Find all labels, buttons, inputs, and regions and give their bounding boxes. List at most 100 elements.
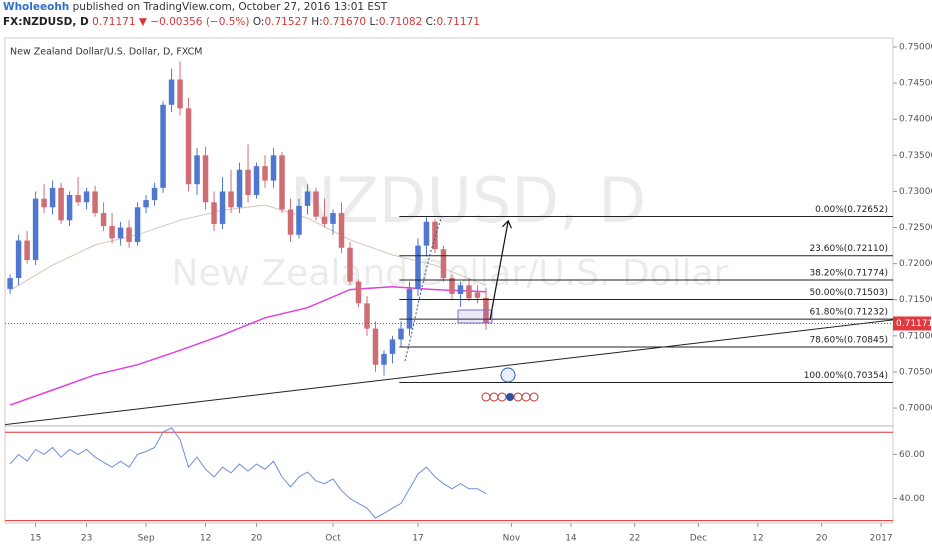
candle-body <box>313 191 319 217</box>
candle-body <box>202 155 209 203</box>
candle-body <box>24 240 30 261</box>
candle-body <box>194 155 200 185</box>
price-pane <box>5 61 893 425</box>
publish-line: Wholeeohh published on TradingView.com, … <box>3 0 480 15</box>
candle-body <box>474 292 481 298</box>
o-label: O: <box>252 16 265 28</box>
candle-body <box>398 328 404 340</box>
candle-body <box>83 191 90 203</box>
x-tick-label: 23 <box>81 534 92 544</box>
x-tick-label: 15 <box>30 534 41 544</box>
candle-body <box>372 328 379 365</box>
candle-body <box>449 278 455 294</box>
candle-body <box>389 339 396 354</box>
candle-body <box>423 221 430 246</box>
candle-body <box>151 187 158 201</box>
candle-body <box>177 79 183 109</box>
candle-body <box>457 285 464 294</box>
c-label: C: <box>425 16 437 28</box>
event-icons <box>481 367 539 402</box>
frame <box>4 37 894 524</box>
candle-body <box>117 227 124 239</box>
candle-body <box>92 191 98 214</box>
x-tick-label: 2017 <box>870 534 893 544</box>
candle-body <box>126 227 132 242</box>
open: 0.71527 <box>264 16 308 28</box>
x-tick-label: Oct <box>325 534 341 544</box>
candle-body <box>364 303 370 329</box>
candle-body <box>219 191 226 224</box>
x-tick-label: 12 <box>752 534 763 544</box>
overlay-line <box>9 285 487 406</box>
x-tick-label: 22 <box>629 534 640 544</box>
fib-label: 78.60%(0.70845) <box>809 336 888 346</box>
high: 0.71670 <box>322 16 367 28</box>
candle-body <box>440 249 447 279</box>
drawing-arrow <box>489 222 508 321</box>
candle-body <box>321 216 328 224</box>
candle-body <box>355 281 362 304</box>
candle-body <box>406 288 413 329</box>
candle-body <box>185 108 192 185</box>
close: 0.71171 <box>436 16 480 28</box>
candle-body <box>432 221 438 250</box>
fib-label: 100.00%(0.70354) <box>804 371 888 381</box>
chart-title: New Zealand Dollar/U.S. Dollar, D, FXCM <box>10 47 202 58</box>
candle-body <box>253 166 260 196</box>
x-tick-label: 20 <box>251 534 263 544</box>
candle-body <box>287 209 294 235</box>
candle-body <box>304 191 311 206</box>
candle-body <box>279 155 285 210</box>
l-label: L: <box>369 16 379 28</box>
x-tick-label: 20 <box>816 534 828 544</box>
candle-body <box>296 205 302 235</box>
symbol: FX:NZDUSD, D <box>3 16 89 28</box>
overlay-line <box>9 204 487 291</box>
candle-body <box>109 226 115 239</box>
candle-body <box>415 245 421 289</box>
candle-body <box>245 169 251 196</box>
candle-body <box>466 285 472 299</box>
candle-body <box>100 213 107 227</box>
candle-body <box>211 202 217 224</box>
candle-body <box>262 166 268 181</box>
candle-body <box>381 353 387 365</box>
quote-line: FX:NZDUSD, D 0.71171 ▼ −0.00356 (−0.5%) … <box>3 15 480 30</box>
x-tick-label: Nov <box>503 534 521 544</box>
author[interactable]: Wholeeohh <box>3 1 70 13</box>
chart: NZDUSD, D New Zealand Dollar/U.S. Dollar… <box>4 37 932 544</box>
fib-label: 50.00%(0.71503) <box>809 288 888 298</box>
candle-body <box>32 198 39 261</box>
low: 0.71082 <box>378 16 423 28</box>
candle-body <box>228 191 234 208</box>
candle-body <box>49 187 56 208</box>
change: ▼ −0.00356 (−0.5%) <box>138 16 250 28</box>
x-tick-label: 12 <box>200 534 211 544</box>
candle-body <box>347 247 353 282</box>
fib-label: 23.60%(0.72110) <box>809 244 888 254</box>
drawing-box <box>457 309 493 324</box>
x-tick-label: 17 <box>412 534 423 544</box>
header: Wholeeohh published on TradingView.com, … <box>3 0 480 30</box>
candle-body <box>134 207 141 242</box>
candle-body <box>338 213 345 248</box>
candle-body <box>41 198 47 208</box>
fib-label: 0.00%(0.72652) <box>815 205 888 215</box>
last-price-tag <box>893 316 931 331</box>
last: 0.71171 <box>92 16 136 28</box>
candle-body <box>66 195 73 221</box>
candle-body <box>160 104 166 188</box>
y-tick-label: 60.00 <box>899 450 925 460</box>
candle-body <box>15 240 22 279</box>
watermark: NZDUSD, D <box>290 164 646 237</box>
